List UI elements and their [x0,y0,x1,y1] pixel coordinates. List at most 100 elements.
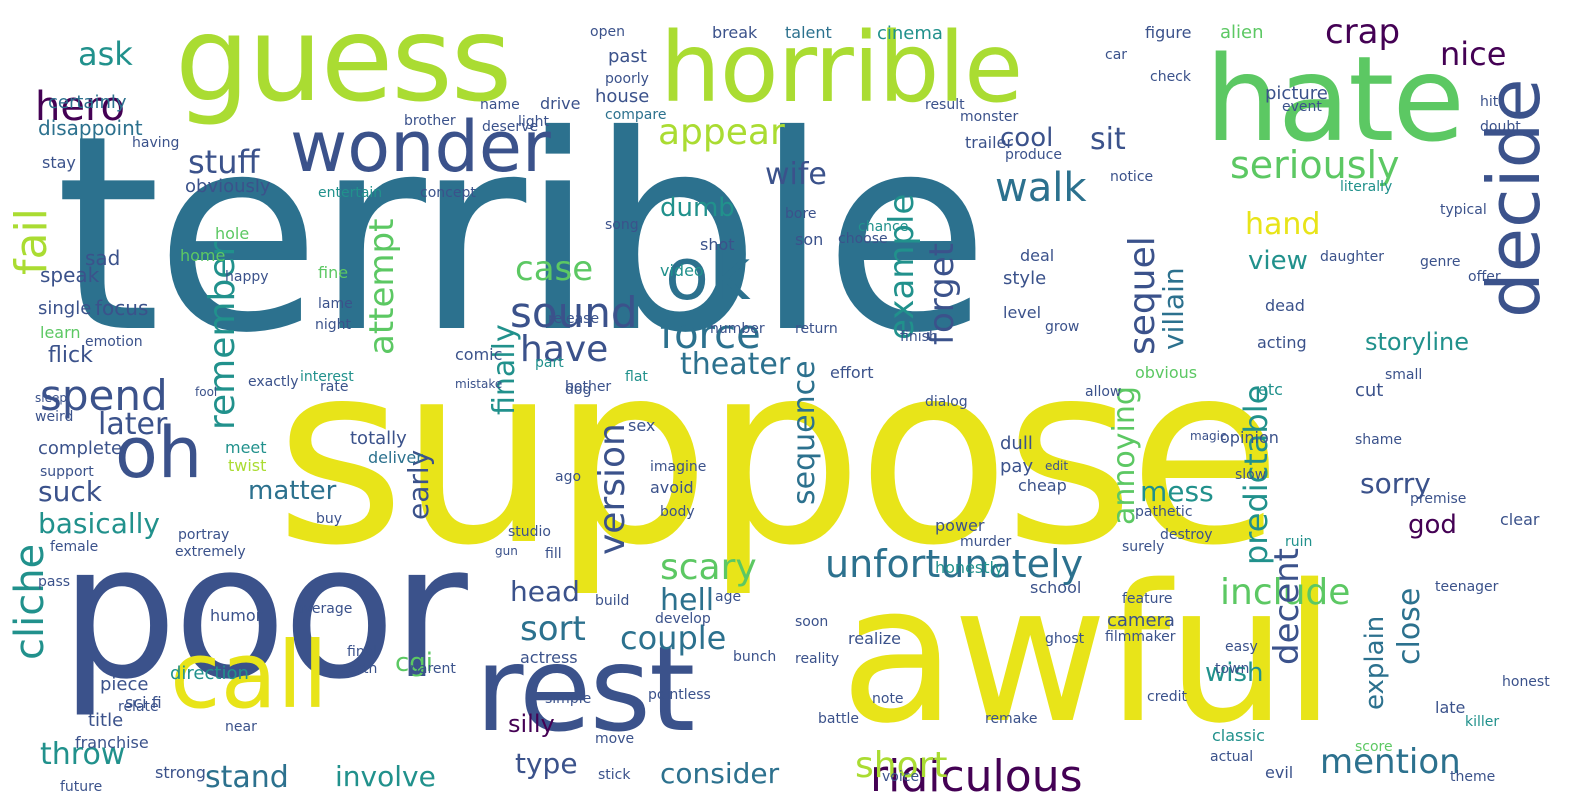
word-portray: portray [178,527,230,543]
word-complete: complete [38,438,123,459]
word-support: support [40,464,94,480]
word-surely: surely [1122,539,1165,555]
word-final: final [347,644,378,660]
word-example: example [882,193,922,340]
word-etc: etc [1258,380,1283,399]
word-stay: stay [42,153,76,172]
word-throw: throw [40,737,126,772]
word-hero: hero [35,84,125,130]
word-open: open [590,24,625,40]
word-cinema: cinema [877,23,943,44]
word-rate: rate [320,379,349,395]
word-pass: pass [38,574,71,590]
word-wonder: wonder [290,106,551,188]
word-cool: cool [1000,123,1054,153]
word-meet: meet [225,438,267,457]
word-chance: chance [858,219,909,235]
word-sad: sad [85,246,121,270]
word-average: average [295,601,353,617]
word-cut: cut [1355,380,1384,401]
word-evil: evil [1265,763,1294,782]
word-hand: hand [1245,207,1321,242]
word-extremely: extremely [175,544,246,560]
word-check: check [1150,69,1191,85]
word-involve: involve [335,760,436,793]
word-deal: deal [1020,246,1055,265]
word-awful: awful [840,544,1336,765]
word-gun: gun [495,544,518,558]
word-wife: wife [765,157,827,192]
word-actress: actress [520,648,578,667]
word-small: small [1385,367,1423,383]
word-produce: produce [1005,147,1062,163]
word-return: return [795,321,838,337]
word-number: number [710,321,765,337]
word-silly: silly [508,710,555,738]
word-avoid: avoid [650,478,694,497]
word-song: song [605,217,639,233]
word-horrible: horrible [660,12,1023,124]
word-pointless: pointless [648,687,711,703]
word-literally: literally [1340,179,1393,195]
word-feature: feature [1122,591,1173,607]
word-version: version [592,423,633,555]
word-premise: premise [1410,491,1467,507]
word-villain: villain [1157,267,1190,350]
word-flat: flat [625,369,648,385]
word-choose: choose [838,231,888,247]
word-reality: reality [795,651,840,667]
word-light: light [518,114,550,130]
word-terrible: terrible [55,77,990,392]
word-car: car [1105,47,1128,63]
word-wish: wish [1205,658,1264,688]
word-cheap: cheap [1018,476,1067,495]
word-hit: hit [1480,94,1499,110]
word-future: future [60,779,103,795]
word-finish: finish [900,329,938,345]
word-piece: piece [100,674,149,695]
word-murder: murder [960,534,1012,550]
word-case: case [515,249,594,289]
word-slow: slow [1235,467,1267,483]
word-town: town [1215,661,1250,677]
word-type: type [515,747,578,780]
word-bore: bore [785,206,817,222]
word-exactly: exactly [248,374,299,390]
word-grow: grow [1045,319,1080,335]
word-explain: explain [1360,615,1390,710]
word-comic: comic [455,345,503,364]
word-develop: develop [655,611,711,627]
word-hole: hole [215,224,250,243]
word-hell: hell [660,583,715,618]
word-style: style [1003,268,1047,289]
word-son: son [795,230,824,249]
word-daughter: daughter [1320,249,1384,265]
word-sex: sex [628,416,656,435]
word-teenager: teenager [1435,579,1499,595]
word-stick: stick [598,767,631,783]
word-poorly: poorly [605,71,649,87]
word-suppose: suppose [275,309,1282,600]
word-compare: compare [605,107,667,123]
word-close: close [1392,587,1427,665]
word-head: head [510,575,580,608]
word-realize: realize [848,629,902,648]
word-battle: battle [818,711,859,727]
word-interest: interest [300,369,354,385]
word-matter: matter [248,476,337,506]
word-unfortunately: unfortunately [825,542,1084,586]
word-figure: figure [1145,23,1192,42]
word-female: female [50,539,99,555]
word-pay: pay [1000,456,1034,477]
word-happy: happy [225,269,269,285]
word-opinion: opinion [1220,428,1279,447]
word-bother: bother [565,379,612,395]
word-deserve: deserve [482,119,539,135]
word-event: event [1282,99,1322,115]
word-obviously: obviously [185,176,271,197]
word-relate: relate [118,699,159,715]
word-single: single [38,298,92,319]
word-scary: scary [660,547,757,588]
word-consider: consider [660,757,780,790]
